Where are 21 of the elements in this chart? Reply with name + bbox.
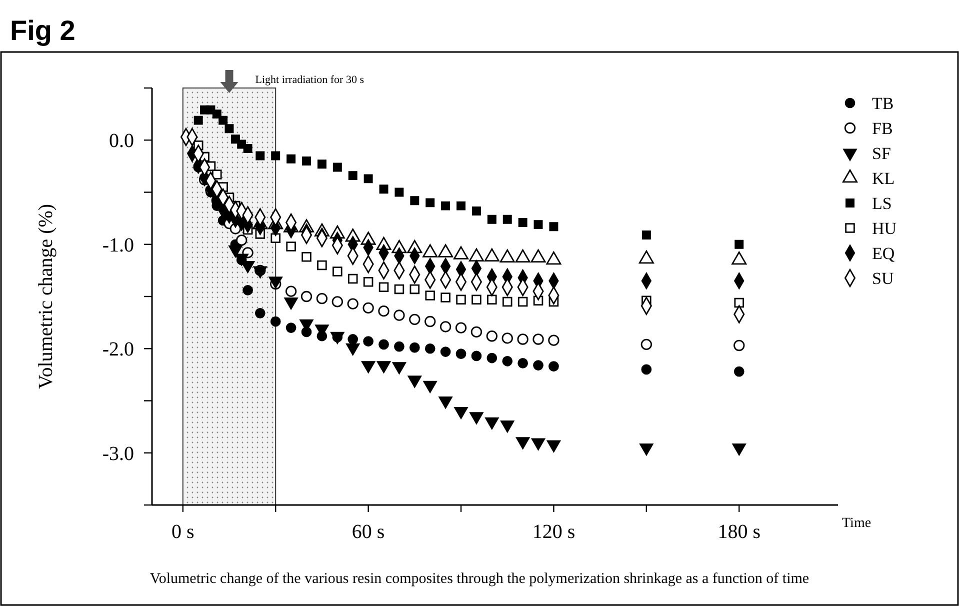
legend-label: LS	[872, 194, 892, 213]
y-axis-title: Volumetric change (%)	[35, 204, 57, 390]
text: Volumetric change of the various resin composites through the polymerization shrinkage as a function of time	[150, 571, 810, 587]
y-tick-label: -1.0	[102, 234, 134, 256]
x-tick-label: 180 s	[718, 521, 761, 543]
y-tick-label: -2.0	[102, 338, 134, 361]
legend-label: KL	[872, 168, 895, 188]
chart-title: Fig 2	[10, 15, 76, 46]
legend-label: EQ	[872, 244, 895, 263]
x-axis-title: Time	[842, 516, 872, 531]
y-tick-label: -3.0	[102, 442, 134, 465]
x-tick-label: 0 s	[172, 521, 194, 543]
y-tick-label: 0.0	[109, 130, 134, 152]
legend-label: HU	[872, 218, 897, 238]
legend-label: TB	[872, 94, 894, 113]
text: Light irradiation for 30 s	[255, 74, 364, 86]
legend-label: SF	[872, 144, 891, 163]
legend-label: SU	[872, 268, 894, 288]
x-tick-label: 60 s	[352, 521, 385, 543]
legend-label: FB	[872, 118, 893, 138]
x-tick-label: 120 s	[532, 521, 576, 543]
